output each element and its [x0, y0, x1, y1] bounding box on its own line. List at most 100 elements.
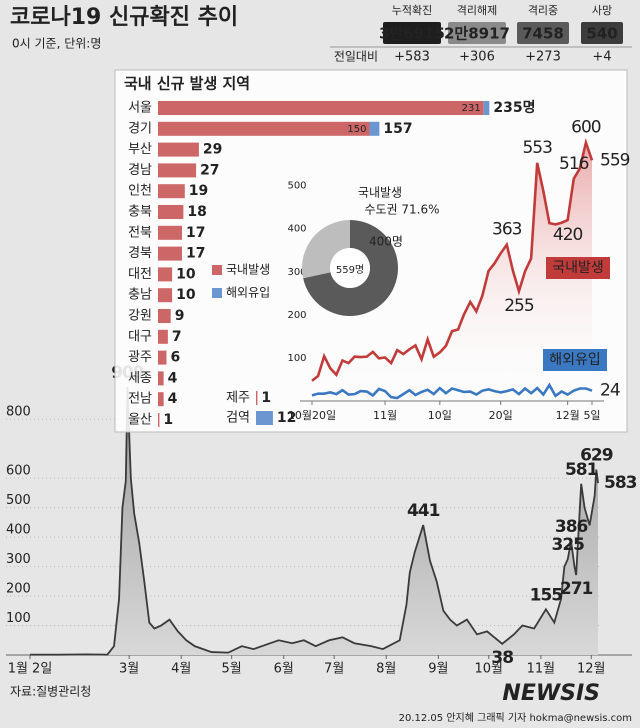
- stat-change: +4: [592, 50, 611, 65]
- series-tag: [546, 257, 610, 279]
- category-label: 인천: [128, 184, 152, 199]
- logo: NEWSIS: [502, 681, 600, 706]
- stat-label: 격리해제: [457, 3, 497, 17]
- x-tick-label: 7월: [324, 662, 344, 677]
- data-label: 581: [565, 460, 598, 480]
- segment-label: 231: [462, 103, 481, 114]
- total-label: 4: [168, 391, 178, 407]
- x-tick-label: 11월: [527, 662, 556, 677]
- data-label: 271: [560, 579, 593, 599]
- bar-segment: [158, 246, 182, 261]
- x-tick-label: 3월: [119, 662, 139, 677]
- y-tick-label: 200: [6, 582, 31, 597]
- y-tick-label: 500: [6, 493, 31, 508]
- bar-segment: [158, 329, 168, 344]
- data-label: 600: [571, 118, 601, 138]
- total-label: 1: [163, 412, 173, 428]
- donut-value-label: 400명: [369, 235, 403, 249]
- line: [30, 387, 599, 656]
- data-label: 155: [530, 585, 563, 605]
- y-tick-label: 100: [287, 353, 306, 364]
- bar-segment: [158, 267, 173, 282]
- series-name: 해외유입: [549, 352, 601, 368]
- donut-segment: [303, 220, 398, 316]
- bar-segment: [369, 121, 380, 136]
- segment-label: 150: [347, 124, 366, 135]
- bar-segment: [158, 350, 167, 365]
- y-tick-label: 100: [6, 611, 31, 626]
- donut-title: 국내발생: [358, 186, 402, 200]
- bar-segment: [158, 392, 164, 407]
- x-tick-label: 10일: [428, 408, 452, 422]
- data-label: 516: [559, 154, 589, 174]
- x-tick-label: 5일: [583, 408, 600, 422]
- donut-segment: [301, 219, 350, 279]
- data-label: 420: [553, 225, 583, 245]
- x-tick-label: 8월: [376, 662, 396, 677]
- stat-change: +583: [394, 50, 430, 65]
- total-label: 27: [200, 162, 219, 178]
- total-label: 1: [261, 390, 271, 406]
- category-label: 충남: [128, 288, 152, 303]
- y-tick-label: 400: [6, 523, 31, 538]
- stat-value: 3만6915: [379, 25, 445, 43]
- data-label: 559: [600, 150, 630, 170]
- x-tick-label: 11월: [373, 409, 397, 422]
- bar-segment: [158, 101, 484, 115]
- stat-label: 격리중: [528, 4, 558, 17]
- series-name: 국내발생: [552, 260, 604, 276]
- main-chart: 100 200 300 400 500 600 800 1월 2일 3월 4월 5월 6월 7월 8월 9월…: [6, 363, 638, 677]
- x-tick-label: 12월: [556, 409, 580, 422]
- data-label: 583: [604, 473, 637, 493]
- total-label: 235명: [493, 99, 535, 116]
- total-label: 10: [176, 287, 196, 303]
- category-label: 충북: [128, 205, 152, 220]
- data-label: 24: [600, 381, 620, 401]
- category-label: 강원: [128, 309, 152, 324]
- y-tick-label: 300: [287, 267, 306, 278]
- legend-label: 해외유입: [226, 286, 270, 300]
- legend-label: 국내발생: [226, 263, 270, 277]
- category-label: 대구: [128, 329, 152, 344]
- x-tick-label: 12월: [577, 662, 606, 677]
- data-label: 386: [555, 517, 588, 537]
- y-tick-label: 600: [6, 464, 31, 479]
- stat-value: 2만8917: [444, 25, 510, 43]
- total-label: 17: [186, 246, 205, 262]
- area-fill: [30, 387, 598, 655]
- y-tick-label: 400: [287, 224, 306, 235]
- stat-value: 540: [586, 25, 617, 43]
- bar-segment: [256, 391, 258, 405]
- data-label: 553: [522, 138, 552, 158]
- data-label: 325: [552, 535, 585, 555]
- total-label: 17: [186, 225, 205, 241]
- bar-segment: [158, 225, 182, 240]
- legend-swatch: [212, 265, 222, 275]
- data-label: 38: [491, 648, 513, 668]
- bar-segment: [158, 205, 184, 219]
- source: 자료:질병관리청: [10, 685, 91, 699]
- total-label: 157: [383, 121, 412, 137]
- series-tag: [543, 349, 607, 371]
- y-tick-label: 200: [287, 310, 306, 321]
- donut-annotation: 수도권 71.6%: [364, 203, 439, 217]
- inset-chart: 100 200 300 400 500 10월20일 11월 10일 20일 12월 5일 363 25…: [287, 118, 630, 422]
- category-label: 서울: [128, 101, 152, 116]
- total-label: 18: [187, 204, 206, 220]
- bar-segment: [483, 101, 490, 115]
- bar-segment: [158, 163, 197, 178]
- bar-segment: [158, 142, 199, 157]
- stat-label: 사망: [592, 4, 612, 17]
- bars-title: 국내 신규 발생 지역: [124, 75, 250, 93]
- bar-segment: [158, 371, 164, 386]
- total-label: 9: [175, 308, 185, 324]
- total-label: 12: [277, 410, 296, 426]
- stats: 누적확진 3만6915 +583 격리해제 2만8917 +306 격리중 7458 +273 사…: [330, 3, 632, 65]
- category-label: 세종: [128, 371, 152, 386]
- total-label: 29: [203, 142, 222, 158]
- category-label: 대전: [128, 267, 152, 282]
- y-tick-label: 800: [6, 405, 31, 420]
- category-label: 경기: [128, 121, 152, 136]
- total-label: 10: [176, 266, 196, 282]
